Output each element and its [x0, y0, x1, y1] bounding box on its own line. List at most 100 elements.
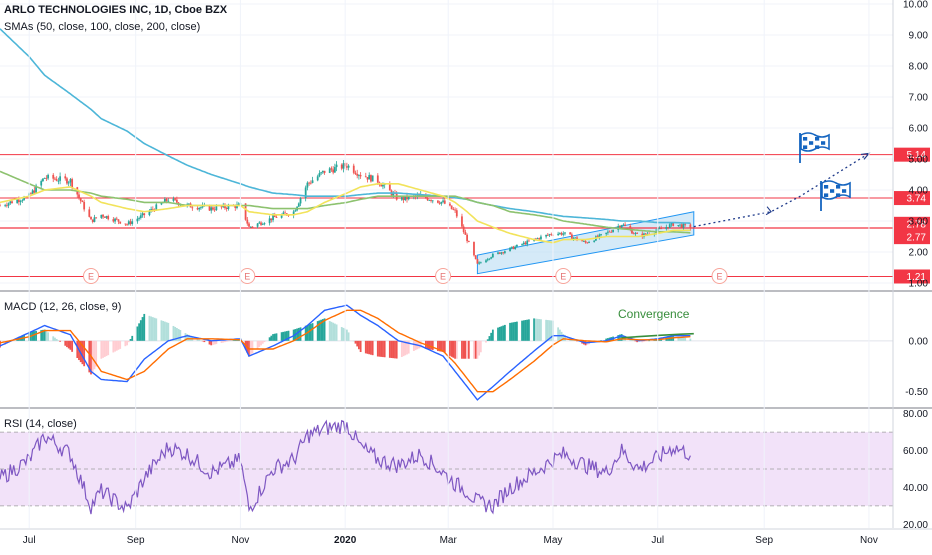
symbol-title[interactable]: ARLO TECHNOLOGIES INC, 1D, Cboe BZX — [4, 4, 228, 16]
macd-histogram-bar — [280, 332, 283, 341]
macd-histogram-bar — [42, 329, 44, 341]
flag-check — [842, 189, 847, 193]
flag-check — [815, 145, 820, 149]
candle-body — [88, 209, 91, 217]
sma-legend[interactable]: SMAs (50, close, 100, close, 200, close) — [4, 21, 201, 33]
candle-body — [263, 223, 266, 225]
macd-histogram-bar — [488, 336, 491, 341]
candle-body — [490, 257, 493, 259]
candle-body — [208, 205, 211, 211]
candle-body — [464, 232, 467, 235]
candle-body — [574, 237, 577, 239]
macd-histogram-bar — [213, 340, 216, 345]
macd-histogram-bar — [55, 339, 58, 341]
earnings-marker[interactable] — [435, 268, 452, 284]
arrow-head-icon — [765, 206, 772, 216]
macd-histogram-bar — [394, 340, 396, 359]
candle-body — [514, 246, 517, 250]
macd-histogram-bar — [141, 317, 144, 341]
macd-histogram-bar — [333, 323, 336, 341]
price-level-badge[interactable] — [894, 147, 930, 162]
macd-legend[interactable]: MACD (12, 26, close, 9) — [4, 301, 122, 313]
earnings-marker[interactable] — [555, 268, 572, 284]
candle-body — [215, 206, 218, 211]
candle-body — [660, 228, 663, 230]
macd-histogram-bar — [186, 334, 189, 341]
macd-histogram-bar — [498, 326, 501, 341]
candle-body — [569, 232, 572, 235]
candle-body — [562, 233, 565, 235]
candle-body — [572, 237, 575, 239]
candle-body — [311, 180, 314, 183]
candle-body — [16, 199, 19, 204]
price-level-badge[interactable] — [894, 269, 930, 284]
candle-body — [545, 234, 548, 237]
macd-histogram-bar — [440, 340, 443, 352]
candle-body — [93, 217, 96, 222]
macd-histogram-bar — [383, 340, 386, 358]
macd-histogram-bar — [309, 323, 312, 341]
macd-histogram-bar — [476, 340, 479, 359]
candle-body — [244, 203, 247, 220]
price-level-label: 3.74 — [907, 194, 927, 205]
checkered-flag-icon[interactable] — [820, 180, 851, 211]
macd-panel[interactable] — [0, 304, 893, 401]
macd-histogram-bar — [474, 340, 477, 359]
candle-body — [534, 238, 537, 240]
candle-body — [576, 237, 578, 240]
rsi-panel[interactable] — [0, 419, 893, 515]
price-level-badge[interactable] — [894, 191, 930, 206]
candle-body — [352, 165, 355, 173]
candle-body — [212, 207, 214, 210]
candle-body — [328, 168, 331, 173]
candle-body — [342, 163, 345, 169]
time-axis[interactable]: Jul Sep Nov 2020 Mar May Jul Sep Nov — [0, 528, 932, 546]
macd-histogram-bar — [388, 340, 391, 358]
convergence-line[interactable] — [621, 332, 694, 339]
earnings-marker[interactable] — [711, 268, 728, 284]
forecast-path[interactable] — [693, 152, 870, 228]
candle-body — [634, 233, 637, 234]
macd-histogram-bar — [112, 340, 115, 353]
candle-body — [43, 177, 46, 179]
candle-body — [330, 168, 333, 170]
rsi-legend[interactable]: RSI (14, close) — [4, 418, 77, 430]
checkered-flag-icon[interactable] — [799, 132, 830, 163]
price-panel[interactable] — [0, 3, 893, 284]
candle-body — [54, 178, 56, 180]
macd-histogram-bar — [163, 321, 166, 341]
macd-histogram-bar — [677, 337, 680, 341]
macd-histogram-bar — [540, 319, 542, 341]
macd-histogram-bar — [512, 322, 515, 341]
macd-histogram-bar — [270, 335, 273, 341]
price-level-badge[interactable] — [894, 230, 930, 245]
macd-histogram-bar — [538, 319, 541, 341]
macd-histogram-bar — [478, 340, 481, 356]
earnings-marker[interactable] — [83, 268, 100, 284]
candle-body — [407, 196, 410, 200]
macd-histogram-bar — [167, 322, 170, 341]
candle-body — [213, 209, 216, 211]
candle-body — [466, 234, 469, 242]
macd-histogram-bar — [212, 340, 214, 345]
candle-body — [485, 260, 487, 263]
macd-histogram-bar — [220, 340, 223, 343]
macd-histogram-bar — [66, 340, 68, 348]
macd-histogram-bar — [311, 323, 314, 341]
candle-body — [148, 211, 151, 216]
macd-histogram-bar — [454, 340, 456, 359]
macd-histogram-bar — [172, 325, 175, 341]
candle-body — [165, 198, 168, 202]
earnings-marker[interactable] — [239, 268, 256, 284]
candle-body — [502, 252, 505, 254]
macd-histogram-bar — [263, 340, 266, 343]
candle-body — [376, 175, 379, 183]
candle-body — [586, 242, 589, 244]
candle-body — [268, 218, 271, 224]
price-level-badge[interactable] — [894, 216, 930, 231]
price-level-label: 5.14 — [907, 150, 927, 161]
candle-body — [557, 233, 560, 236]
candle-body — [450, 205, 453, 210]
candle-body — [172, 198, 175, 201]
